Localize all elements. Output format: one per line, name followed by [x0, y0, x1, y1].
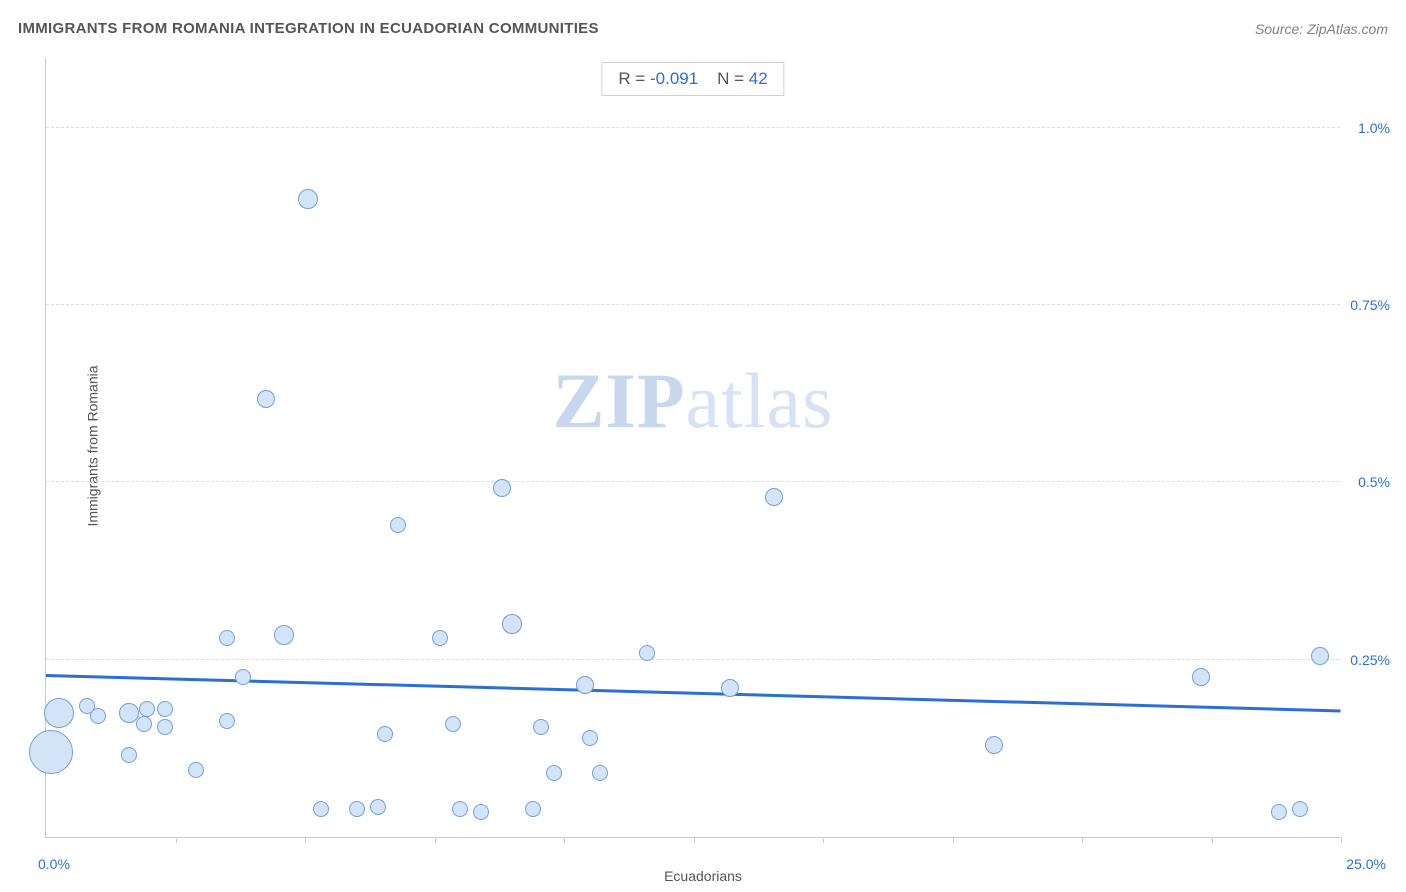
- r-value: -0.091: [650, 69, 698, 88]
- source-name: ZipAtlas.com: [1307, 21, 1388, 37]
- data-point: [525, 801, 541, 817]
- chart-title: IMMIGRANTS FROM ROMANIA INTEGRATION IN E…: [18, 20, 599, 37]
- data-point: [188, 762, 204, 778]
- y-tick-label: 0.75%: [1344, 297, 1390, 313]
- data-point: [44, 698, 74, 728]
- data-point: [432, 630, 448, 646]
- data-point: [592, 765, 608, 781]
- data-point: [274, 625, 294, 645]
- y-tick-label: 0.5%: [1344, 474, 1390, 490]
- data-point: [157, 719, 173, 735]
- data-point: [1271, 804, 1287, 820]
- data-point: [157, 701, 173, 717]
- data-point: [377, 726, 393, 742]
- scatter-chart: ZIPatlas R = -0.091 N = 42 0.25%0.5%0.75…: [45, 58, 1340, 838]
- data-point: [121, 747, 137, 763]
- data-point: [985, 736, 1003, 754]
- data-point: [473, 804, 489, 820]
- data-point: [219, 713, 235, 729]
- data-point: [235, 669, 251, 685]
- data-point: [546, 765, 562, 781]
- gridline: [46, 481, 1340, 482]
- data-point: [1292, 801, 1308, 817]
- x-tick: [823, 837, 824, 843]
- data-point: [452, 801, 468, 817]
- data-point: [257, 390, 275, 408]
- x-axis-min-label: 0.0%: [38, 856, 70, 872]
- x-tick: [1082, 837, 1083, 843]
- watermark-atlas: atlas: [686, 357, 834, 444]
- source-credit: Source: ZipAtlas.com: [1255, 21, 1388, 37]
- data-point: [370, 799, 386, 815]
- watermark-text: ZIPatlas: [553, 356, 834, 446]
- x-tick: [305, 837, 306, 843]
- watermark-zip: ZIP: [553, 357, 686, 444]
- x-tick: [953, 837, 954, 843]
- gridline: [46, 304, 1340, 305]
- x-tick: [1341, 837, 1342, 843]
- source-prefix: Source:: [1255, 21, 1307, 37]
- data-point: [493, 479, 511, 497]
- gridline: [46, 659, 1340, 660]
- data-point: [349, 801, 365, 817]
- data-point: [639, 645, 655, 661]
- data-point: [136, 716, 152, 732]
- data-point: [90, 708, 106, 724]
- data-point: [1192, 668, 1210, 686]
- y-tick-label: 0.25%: [1344, 652, 1390, 668]
- data-point: [582, 730, 598, 746]
- x-tick: [176, 837, 177, 843]
- data-point: [298, 189, 318, 209]
- data-point: [139, 701, 155, 717]
- chart-header: IMMIGRANTS FROM ROMANIA INTEGRATION IN E…: [18, 20, 1388, 37]
- data-point: [390, 517, 406, 533]
- data-point: [502, 614, 522, 634]
- data-point: [576, 676, 594, 694]
- data-point: [313, 801, 329, 817]
- data-point: [533, 719, 549, 735]
- gridline: [46, 127, 1340, 128]
- data-point: [721, 679, 739, 697]
- x-tick: [1212, 837, 1213, 843]
- r-label: R =: [618, 69, 650, 88]
- data-point: [445, 716, 461, 732]
- x-axis-label: Ecuadorians: [664, 868, 742, 884]
- data-point: [1311, 647, 1329, 665]
- data-point: [219, 630, 235, 646]
- x-axis-max-label: 25.0%: [1346, 856, 1386, 872]
- stats-box: R = -0.091 N = 42: [601, 62, 784, 96]
- x-tick: [694, 837, 695, 843]
- y-tick-label: 1.0%: [1344, 120, 1390, 136]
- x-tick: [564, 837, 565, 843]
- n-label: N =: [717, 69, 749, 88]
- data-point: [29, 730, 73, 774]
- data-point: [765, 488, 783, 506]
- x-tick: [435, 837, 436, 843]
- n-value: 42: [749, 69, 768, 88]
